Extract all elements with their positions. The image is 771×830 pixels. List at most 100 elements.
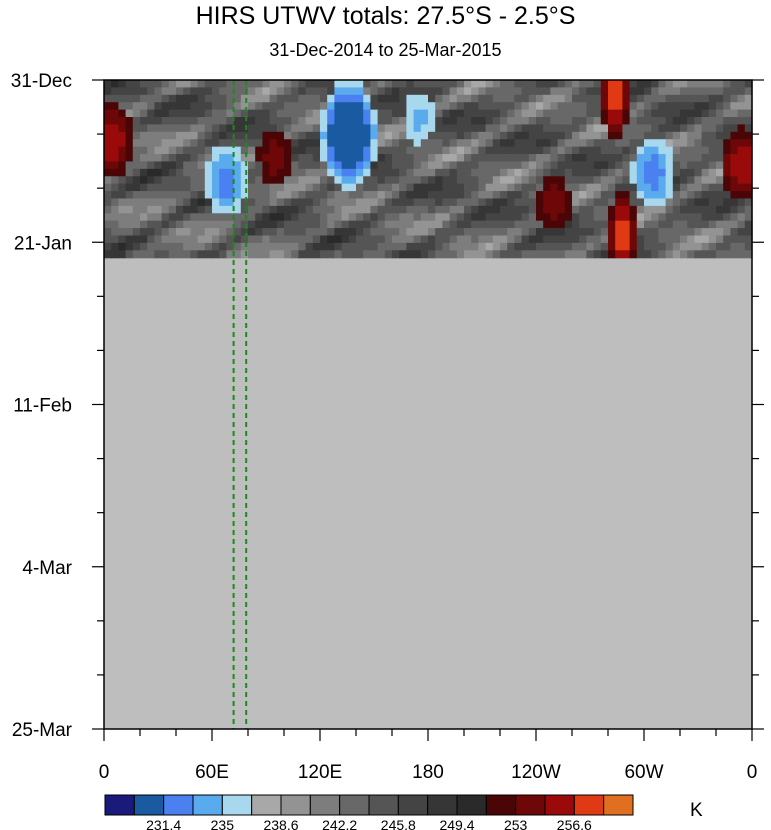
heatmap-cell bbox=[485, 242, 494, 251]
heatmap-cell bbox=[622, 191, 631, 200]
heatmap-cell bbox=[104, 205, 112, 214]
heatmap-cell bbox=[471, 102, 479, 111]
heatmap-cell bbox=[420, 117, 429, 126]
heatmap-cell bbox=[399, 250, 407, 259]
heatmap-cell bbox=[464, 124, 472, 133]
heatmap-cell bbox=[716, 213, 724, 222]
heatmap-cell bbox=[701, 228, 710, 237]
heatmap-cell bbox=[363, 205, 371, 214]
heatmap-cell bbox=[615, 87, 623, 96]
heatmap-cell bbox=[629, 117, 638, 126]
heatmap-cell bbox=[665, 183, 674, 192]
heatmap-cell bbox=[608, 228, 616, 237]
heatmap-cell bbox=[276, 94, 285, 103]
heatmap-cell bbox=[514, 183, 523, 192]
heatmap-cell bbox=[651, 154, 659, 163]
heatmap-cell bbox=[478, 131, 487, 140]
heatmap-cell bbox=[384, 161, 393, 170]
heatmap-cell bbox=[154, 80, 163, 88]
heatmap-cell bbox=[363, 124, 371, 133]
heatmap-cell bbox=[636, 87, 645, 96]
heatmap-cell bbox=[572, 183, 580, 192]
heatmap-cell bbox=[284, 139, 292, 148]
heatmap-cell bbox=[291, 220, 299, 229]
heatmap-cell bbox=[255, 213, 263, 222]
heatmap-cell bbox=[622, 139, 631, 148]
heatmap-cell bbox=[442, 176, 451, 185]
heatmap-cell bbox=[197, 80, 206, 88]
heatmap-cell bbox=[262, 87, 271, 96]
heatmap-cell bbox=[298, 139, 307, 148]
heatmap-cell bbox=[485, 205, 494, 214]
heatmap-cell bbox=[586, 250, 595, 259]
heatmap-cell bbox=[341, 117, 350, 126]
heatmap-cell bbox=[240, 131, 249, 140]
heatmap-cell bbox=[514, 94, 523, 103]
heatmap-cell bbox=[629, 191, 638, 200]
colorbar-unit-label: K bbox=[690, 800, 703, 821]
heatmap-cell bbox=[514, 146, 523, 155]
heatmap-cell bbox=[291, 168, 299, 177]
heatmap-cell bbox=[665, 220, 674, 229]
heatmap-cell bbox=[701, 94, 710, 103]
heatmap-cell bbox=[716, 131, 724, 140]
heatmap-cell bbox=[276, 109, 285, 118]
heatmap-cell bbox=[176, 94, 184, 103]
heatmap-cell bbox=[262, 205, 271, 214]
heatmap-cell bbox=[255, 161, 263, 170]
heatmap-cell bbox=[341, 198, 350, 207]
heatmap-cell bbox=[500, 124, 508, 133]
heatmap-cell bbox=[406, 109, 415, 118]
heatmap-cell bbox=[687, 109, 695, 118]
heatmap-cell bbox=[132, 191, 141, 200]
heatmap-cell bbox=[392, 191, 400, 200]
heatmap-cell bbox=[377, 80, 386, 88]
heatmap-cell bbox=[176, 228, 184, 237]
heatmap-cell bbox=[500, 146, 508, 155]
heatmap-cell bbox=[428, 242, 436, 251]
heatmap-cell bbox=[672, 117, 681, 126]
heatmap-cell bbox=[723, 205, 731, 214]
heatmap-cell bbox=[665, 191, 674, 200]
heatmap-cell bbox=[528, 80, 537, 88]
heatmap-cell bbox=[500, 117, 508, 126]
heatmap-cell bbox=[176, 80, 184, 88]
heatmap-cell bbox=[708, 168, 717, 177]
heatmap-cell bbox=[615, 124, 623, 133]
heatmap-cell bbox=[435, 228, 443, 237]
heatmap-cell bbox=[334, 102, 343, 111]
heatmap-cell bbox=[550, 176, 559, 185]
heatmap-cell bbox=[291, 213, 299, 222]
heatmap-cell bbox=[629, 80, 638, 88]
heatmap-cell bbox=[435, 102, 443, 111]
heatmap-cell bbox=[658, 102, 667, 111]
heatmap-cell bbox=[658, 80, 667, 88]
heatmap-cell bbox=[284, 176, 292, 185]
heatmap-cell bbox=[737, 139, 746, 148]
heatmap-cell bbox=[514, 102, 523, 111]
heatmap-cell bbox=[521, 213, 530, 222]
heatmap-cell bbox=[536, 87, 544, 96]
heatmap-cell bbox=[356, 228, 364, 237]
heatmap-cell bbox=[118, 117, 127, 126]
heatmap-cell bbox=[125, 235, 134, 244]
heatmap-cell bbox=[449, 205, 458, 214]
heatmap-cell bbox=[384, 213, 393, 222]
heatmap-cell bbox=[219, 191, 227, 200]
x-tick-label: 60E bbox=[195, 762, 229, 783]
colorbar-swatch bbox=[397, 794, 429, 816]
heatmap-cell bbox=[384, 205, 393, 214]
heatmap-cell bbox=[608, 117, 616, 126]
heatmap-cell bbox=[701, 183, 710, 192]
heatmap-cell bbox=[161, 191, 170, 200]
colorbar-label: 242.2 bbox=[322, 817, 357, 830]
heatmap-cell bbox=[320, 124, 328, 133]
heatmap-cell bbox=[435, 117, 443, 126]
heatmap-cell bbox=[672, 176, 681, 185]
heatmap-cell bbox=[636, 131, 645, 140]
heatmap-cell bbox=[140, 191, 148, 200]
heatmap-cell bbox=[449, 146, 458, 155]
heatmap-cell bbox=[240, 94, 249, 103]
heatmap-cell bbox=[327, 191, 335, 200]
heatmap-cell bbox=[615, 102, 623, 111]
